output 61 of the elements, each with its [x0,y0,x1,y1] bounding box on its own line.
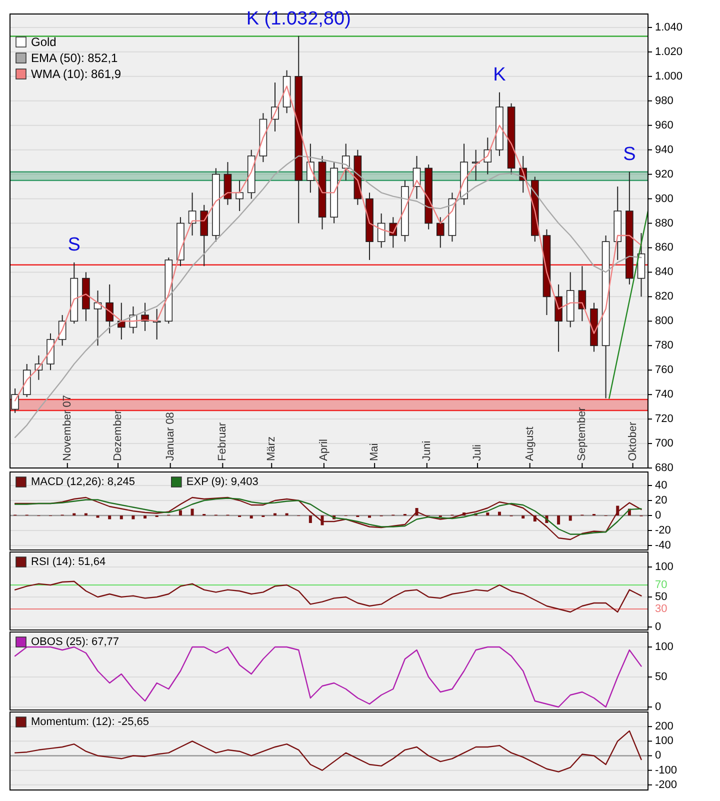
y-tick-label: 720 [655,413,674,426]
y-tick-label: 100 [655,641,674,653]
legend-label: EXP (9): 9,403 [186,476,258,488]
y-tick-label: 940 [655,144,674,156]
x-tick-label: September [576,406,588,461]
x-tick-label: November 07 [61,394,74,461]
y-tick-label: 0 [655,701,662,713]
x-tick-label: Februar [216,422,229,461]
y-tick-label: 840 [655,266,674,278]
y-tick-label: 760 [655,364,674,376]
y-tick-label: 780 [655,340,674,352]
y-tick-label: 20 [655,494,668,506]
y-tick-label: -20 [655,524,671,536]
y-tick-label: 960 [655,119,674,132]
y-tick-label: 820 [655,290,674,303]
y-tick-label: 980 [655,94,674,107]
y-tick-label: 880 [655,217,674,230]
legend-label: OBOS (25): 67,77 [31,636,120,648]
y-tick-label: 1.000 [655,70,683,82]
y-tick-label: 0 [655,621,662,633]
x-tick-label: April [318,438,330,461]
y-tick-label: 40 [655,480,668,492]
y-tick-label: 1.040 [655,21,683,34]
x-tick-label: August [524,426,536,461]
x-tick-label: März [266,436,278,461]
y-tick-label: -100 [655,764,678,776]
x-tick-label: Januar 08 [164,412,176,461]
y-tick-label: 860 [655,242,674,254]
ref-line-label: 30 [655,603,668,615]
y-tick-label: 800 [655,315,674,328]
legend-label: Gold [31,35,56,49]
legend-label: Momentum: (12): -25,65 [31,716,149,728]
legend-label: WMA (10): 861,9 [31,67,122,81]
y-tick-label: 100 [655,735,674,748]
annotation: S [68,234,80,256]
x-tick-label: Oktober [626,422,639,461]
annotation: K [493,64,506,86]
y-tick-label: 680 [655,462,674,474]
x-tick-label: Juni [420,440,433,461]
y-tick-label: 200 [655,720,674,733]
y-tick-label: 700 [655,438,674,450]
ref-line-label: 70 [655,579,668,591]
y-tick-label: 0 [655,510,662,522]
legend-label: RSI (14): 51,64 [31,556,106,568]
y-tick-label: 1.020 [655,46,683,58]
y-tick-label: -200 [655,778,678,791]
annotation: S [623,144,636,165]
legend-label: MACD (12,26): 8,245 [31,476,135,488]
x-tick-label: Mai [368,443,381,461]
y-tick-label: -40 [655,540,671,552]
legend-label: EMA (50): 852,1 [31,51,118,65]
y-tick-label: 0 [655,750,662,762]
x-tick-label: Dezember [112,410,124,461]
x-tick-label: Juli [472,444,484,461]
y-tick-label: 50 [655,591,668,603]
y-tick-label: 740 [655,388,674,401]
y-tick-label: 920 [655,168,674,180]
y-tick-label: 50 [655,671,668,683]
y-tick-label: 900 [655,192,674,205]
annotation: K (1.032,80) [246,8,351,30]
y-tick-label: 100 [655,561,674,573]
